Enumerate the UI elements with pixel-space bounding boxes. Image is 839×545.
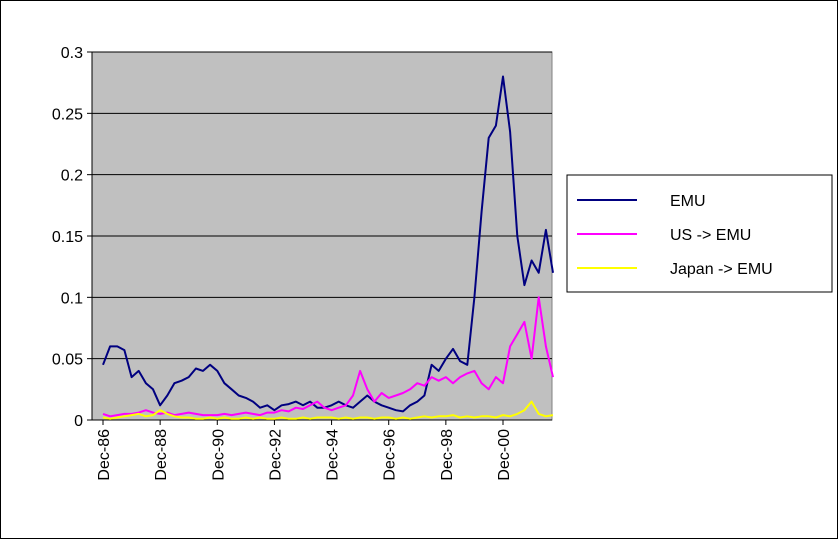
x-tick-label: Dec-98 [439, 429, 456, 481]
legend-label: US -> EMU [670, 227, 751, 244]
y-tick-label: 0.05 [52, 352, 83, 369]
x-tick-label: Dec-90 [210, 429, 227, 481]
series-line [102, 296, 554, 418]
legend-label: Japan -> EMU [670, 261, 773, 278]
y-tick-label: 0.15 [52, 229, 83, 246]
x-tick-label: Dec-94 [325, 429, 342, 481]
y-tick-label: 0.1 [61, 290, 83, 307]
x-tick-label: Dec-92 [267, 429, 284, 481]
series-line [102, 400, 554, 420]
series-line [102, 75, 554, 413]
y-tick-label: 0 [74, 413, 83, 430]
y-tick-label: 0.3 [61, 45, 83, 62]
x-tick-label: Dec-88 [153, 429, 170, 481]
x-tick-label: Dec-96 [382, 429, 399, 481]
legend-label: EMU [670, 193, 706, 210]
y-tick-label: 0.25 [52, 106, 83, 123]
y-tick-label: 0.2 [61, 168, 83, 185]
x-tick-label: Dec-00 [496, 429, 513, 481]
x-tick-label: Dec-86 [96, 429, 113, 481]
